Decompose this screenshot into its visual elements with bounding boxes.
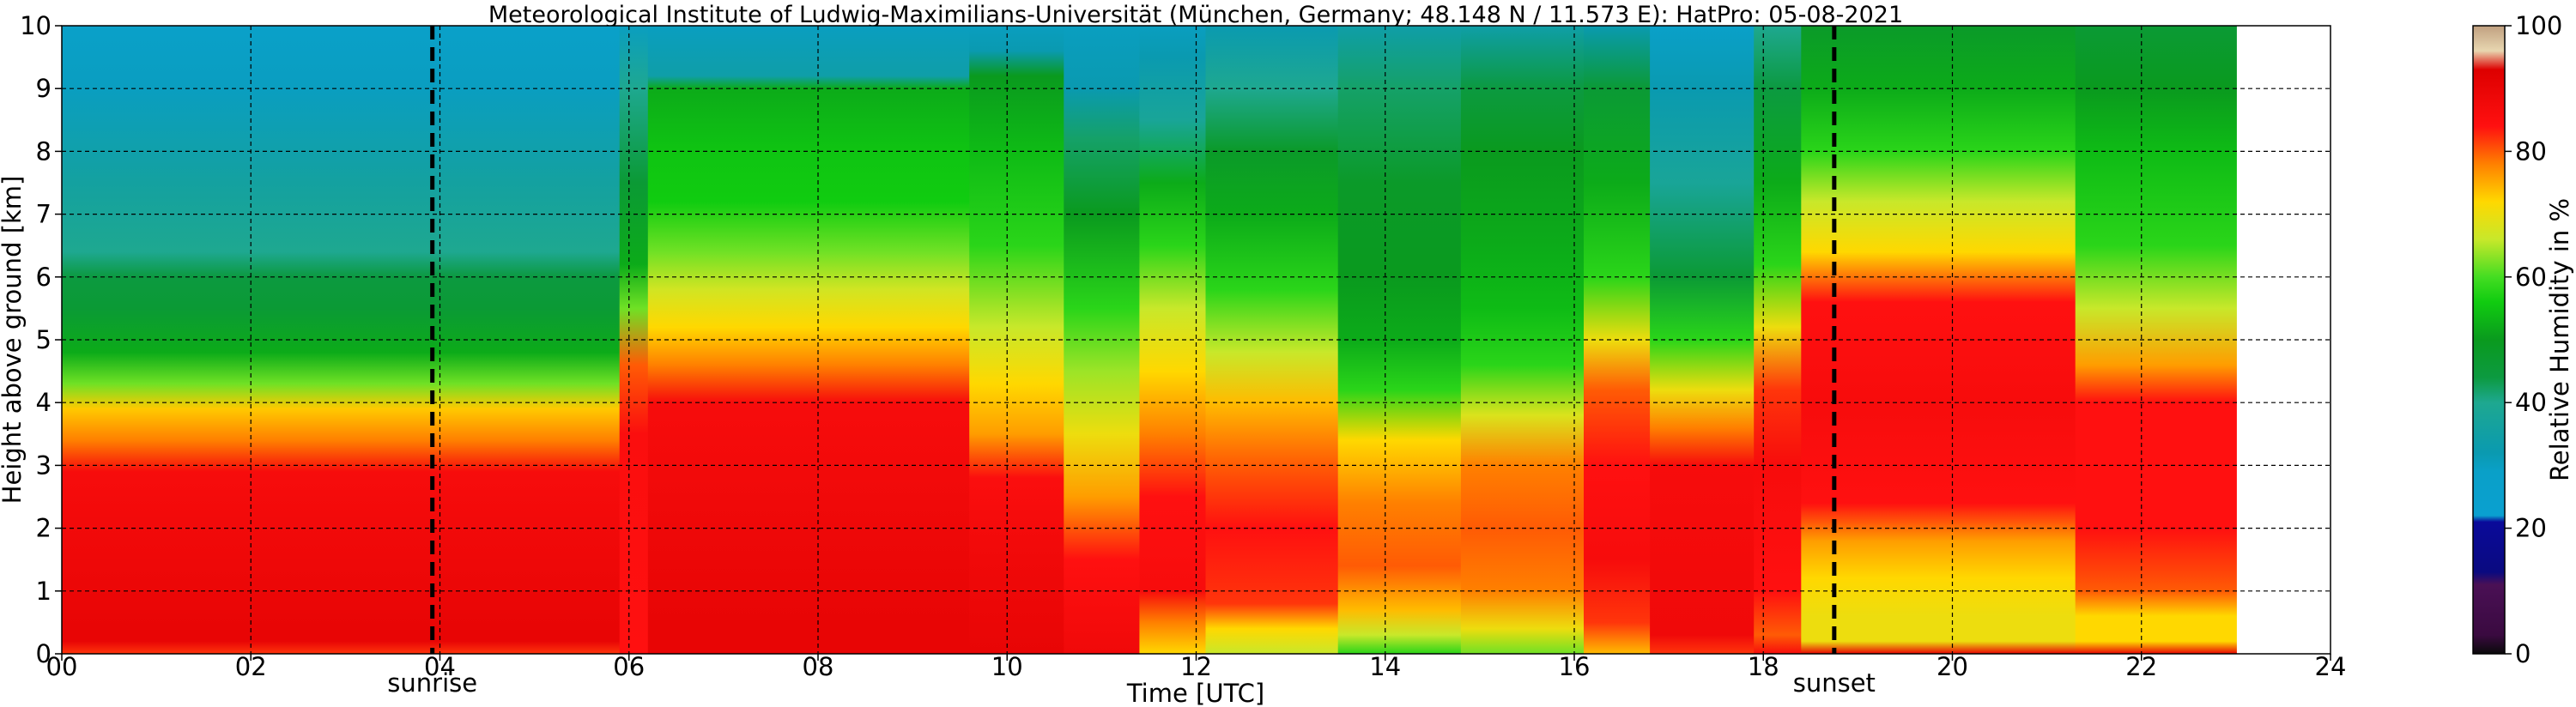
sunrise-label: sunrise bbox=[387, 668, 477, 698]
heatmap-segment bbox=[1139, 26, 1207, 654]
colorbar-label: Relative Humidity in % bbox=[2545, 198, 2574, 481]
colorbar-tick-label: 80 bbox=[2515, 136, 2547, 166]
y-tick-label: 2 bbox=[36, 514, 52, 543]
y-tick-label: 1 bbox=[36, 577, 52, 606]
annotation-lines: sunrise sunset bbox=[387, 26, 1876, 698]
heatmap-segment bbox=[647, 26, 971, 654]
y-tick-label: 0 bbox=[36, 639, 52, 668]
colorbar-tick-label: 20 bbox=[2515, 514, 2547, 543]
x-tick-label: 00 bbox=[46, 652, 78, 681]
x-tick-label: 10 bbox=[991, 652, 1023, 681]
x-axis: 00 02 04 06 08 10 12 14 16 18 20 22 24 bbox=[46, 652, 2347, 681]
x-tick-label: 22 bbox=[2125, 652, 2157, 681]
y-tick-label: 7 bbox=[36, 200, 52, 229]
colorbar: 0 20 40 60 80 100 bbox=[2472, 11, 2562, 668]
y-tick-label: 8 bbox=[36, 136, 52, 166]
y-tick-label: 10 bbox=[20, 11, 52, 40]
x-tick-label: 02 bbox=[235, 652, 267, 681]
colorbar-tick-label: 100 bbox=[2515, 11, 2562, 40]
x-tick-label: 18 bbox=[1748, 652, 1779, 681]
y-tick-label: 3 bbox=[36, 450, 52, 480]
colorbar-gradient bbox=[2472, 25, 2506, 655]
y-tick-label: 4 bbox=[36, 388, 52, 417]
x-tick-label: 24 bbox=[2315, 652, 2347, 681]
x-tick-label: 12 bbox=[1180, 652, 1212, 681]
y-axis: 0 1 2 3 4 5 6 7 8 9 10 bbox=[20, 11, 62, 668]
colorbar-tick-label: 60 bbox=[2515, 263, 2547, 292]
colorbar-tick-label: 40 bbox=[2515, 388, 2547, 417]
x-tick-label: 06 bbox=[613, 652, 645, 681]
x-tick-label: 20 bbox=[1937, 652, 1968, 681]
chart-title: Meteorological Institute of Ludwig-Maxim… bbox=[488, 2, 1903, 28]
x-tick-label: 08 bbox=[803, 652, 834, 681]
x-tick-label: 14 bbox=[1369, 652, 1401, 681]
y-tick-label: 5 bbox=[36, 325, 52, 354]
sunset-label: sunset bbox=[1793, 668, 1876, 698]
grid-lines bbox=[62, 26, 2331, 654]
colorbar-tick-label: 0 bbox=[2515, 639, 2531, 668]
y-tick-label: 9 bbox=[36, 74, 52, 103]
y-axis-label: Height above ground [km] bbox=[0, 176, 27, 505]
x-tick-label: 16 bbox=[1559, 652, 1591, 681]
x-tick-label: 04 bbox=[424, 652, 456, 681]
y-tick-label: 6 bbox=[36, 263, 52, 292]
heatmap-segment bbox=[1205, 26, 1339, 654]
x-axis-label: Time [UTC] bbox=[1126, 679, 1264, 707]
